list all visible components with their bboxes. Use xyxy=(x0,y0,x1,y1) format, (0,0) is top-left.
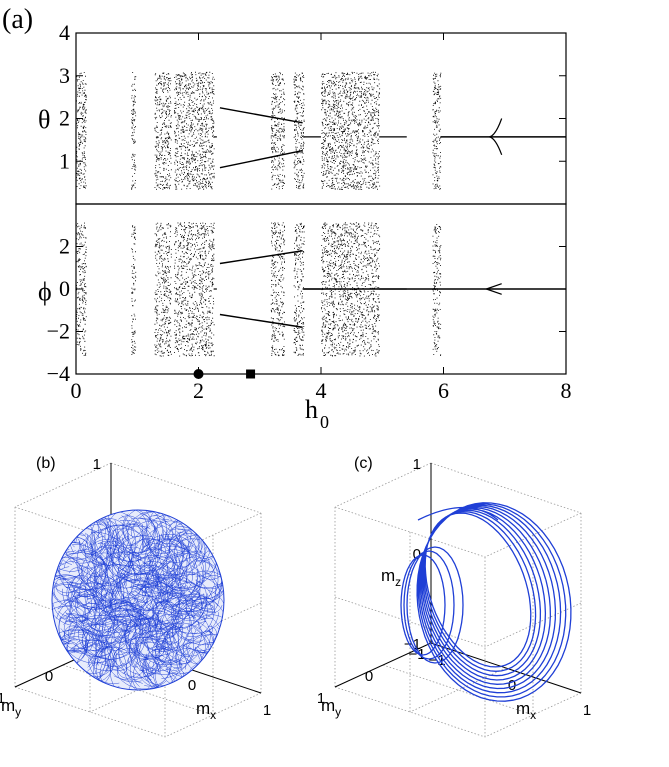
grid-line xyxy=(409,667,507,713)
phi-chaotic-points xyxy=(76,222,442,357)
theta-y-tick-label: 4 xyxy=(59,20,70,45)
box-edge xyxy=(110,462,262,514)
phi-y-tick-label: 0 xyxy=(59,276,70,301)
x-tick-label: 6 xyxy=(438,378,449,403)
x-axis-label: mx xyxy=(516,699,536,722)
x-tick-label: 0 xyxy=(188,677,196,694)
panel-label-a: (a) xyxy=(2,4,33,35)
theta-pitchfork-lower xyxy=(489,136,503,156)
theta-chaotic-points xyxy=(76,71,442,190)
phi-pitchfork xyxy=(486,283,502,295)
phi-axis-label: ϕ xyxy=(38,277,52,306)
theta-axes-frame xyxy=(75,32,567,205)
loop-trajectory-lines xyxy=(400,502,572,702)
z-tick-label: 0 xyxy=(413,546,421,563)
z-axis-label: mz xyxy=(381,566,401,589)
x-tick-label: 1 xyxy=(263,702,271,719)
y-tick-label: 1 xyxy=(317,690,325,707)
phi-branch-upper xyxy=(219,250,303,265)
phi-y-tick-label: 2 xyxy=(59,234,70,259)
theta-branch-upper xyxy=(219,107,303,124)
loop-trajectory xyxy=(400,502,572,702)
z-tick-label: 1 xyxy=(413,456,421,473)
x-tick-label: 4 xyxy=(316,378,327,403)
theta-branch-lower xyxy=(219,149,303,169)
x-tick-label: 8 xyxy=(561,378,572,403)
z-tick-label: 1 xyxy=(93,456,101,473)
svg-text:h: h xyxy=(305,395,318,424)
svg-text:0: 0 xyxy=(320,412,329,432)
theta-pitchfork-upper xyxy=(489,118,503,138)
x-tick-label: 0 xyxy=(71,378,82,403)
y-tick-label: 0 xyxy=(365,668,373,685)
panel-label-b: (b) xyxy=(36,455,56,472)
y-axis-label: my xyxy=(321,696,341,719)
sphere-trajectory xyxy=(51,509,225,691)
theta-y-tick-label: 1 xyxy=(59,148,70,173)
box-edge xyxy=(14,462,112,508)
phi-branch-lower xyxy=(219,313,303,328)
theta-axis-label: θ xyxy=(38,105,50,134)
x-tick-label: 1 xyxy=(583,702,591,719)
bifurcation-points xyxy=(76,71,566,379)
y-axis-label: my xyxy=(1,696,21,719)
panel-label-c: (c) xyxy=(354,455,373,472)
bifurcation-plot: 0 2 4 6 8 1 2 3 4 −4 −2 0 2 xyxy=(47,20,572,403)
x-axis-label: mx xyxy=(196,699,216,722)
box-edge xyxy=(334,462,432,508)
y-tick-label: 0 xyxy=(45,668,53,685)
bifurcation-ticks: 0 2 4 6 8 1 2 3 4 −4 −2 0 2 xyxy=(47,20,572,403)
x-tick-label: 2 xyxy=(193,378,204,403)
marker-square xyxy=(246,369,256,379)
theta-y-tick-label: 3 xyxy=(59,63,70,88)
y-tick-label: 1 xyxy=(0,690,5,707)
x-tick-label: 0 xyxy=(508,677,516,694)
phi-y-tick-label: −2 xyxy=(47,319,70,344)
phi-y-tick-label: −4 xyxy=(47,361,70,386)
y-tick-label: −1 xyxy=(408,646,425,663)
h0-axis-label: h 0 xyxy=(305,395,329,432)
theta-y-tick-label: 2 xyxy=(59,106,70,131)
